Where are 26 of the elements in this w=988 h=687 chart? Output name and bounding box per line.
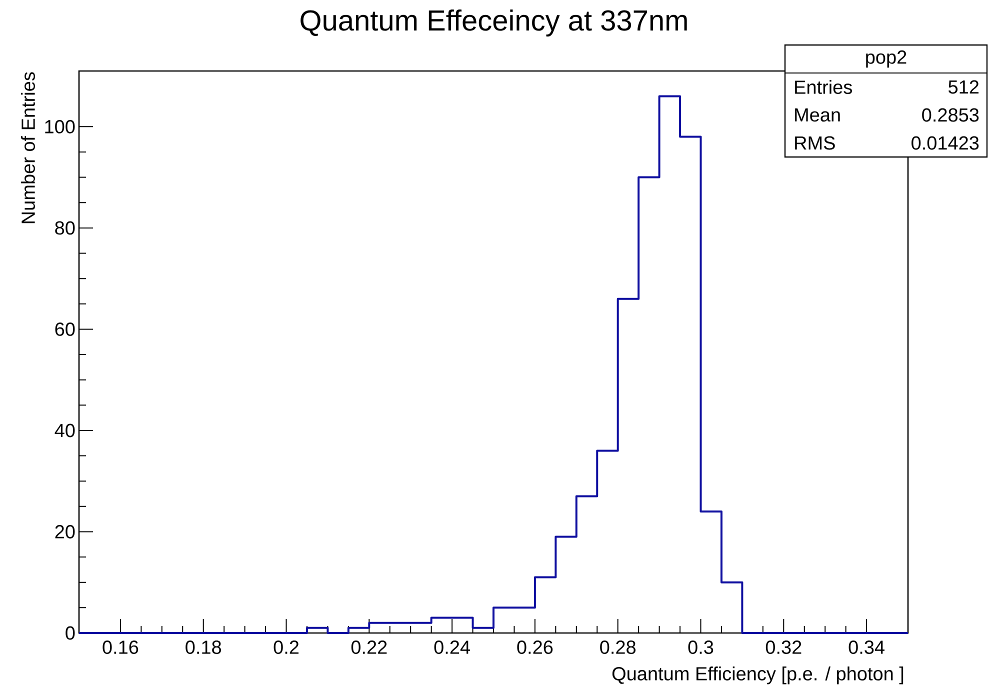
chart-title: Quantum Effeceincy at 337nm: [300, 9, 687, 37]
x-tick-label: 0.28: [600, 640, 636, 654]
x-tick-label: 0.34: [848, 640, 884, 654]
x-tick-label: 0.2: [274, 640, 299, 654]
x-tick-label: 0.32: [766, 640, 802, 654]
y-axis-title: Number of Entries: [21, 72, 35, 224]
x-tick-label: 0.16: [102, 640, 138, 654]
text: 512: [948, 80, 979, 94]
text: 0.01423: [912, 136, 979, 150]
y-tick-label: 80: [55, 221, 75, 235]
annotation: Entries: [795, 80, 852, 94]
x-axis-title: Quantum Efficiency [p.e. / photon ]: [612, 666, 904, 684]
x-tick-label: 0.22: [351, 640, 387, 654]
y-tick-label: 0: [66, 626, 75, 640]
x-tick-label: 0.3: [688, 640, 714, 654]
text: pop2: [866, 50, 906, 68]
text: 0.2853: [922, 108, 979, 122]
x-tick-label: 0.26: [517, 640, 553, 654]
y-tick-label: 100: [45, 120, 75, 134]
y-tick-label: 60: [55, 322, 75, 336]
y-tick-label: 20: [55, 524, 75, 538]
annotation: RMS: [795, 136, 835, 150]
y-tick-label: 40: [54, 424, 75, 438]
x-tick-label: 0.24: [434, 640, 470, 654]
x-tick-label: 0.18: [186, 640, 222, 654]
annotation: Mean: [795, 108, 840, 122]
